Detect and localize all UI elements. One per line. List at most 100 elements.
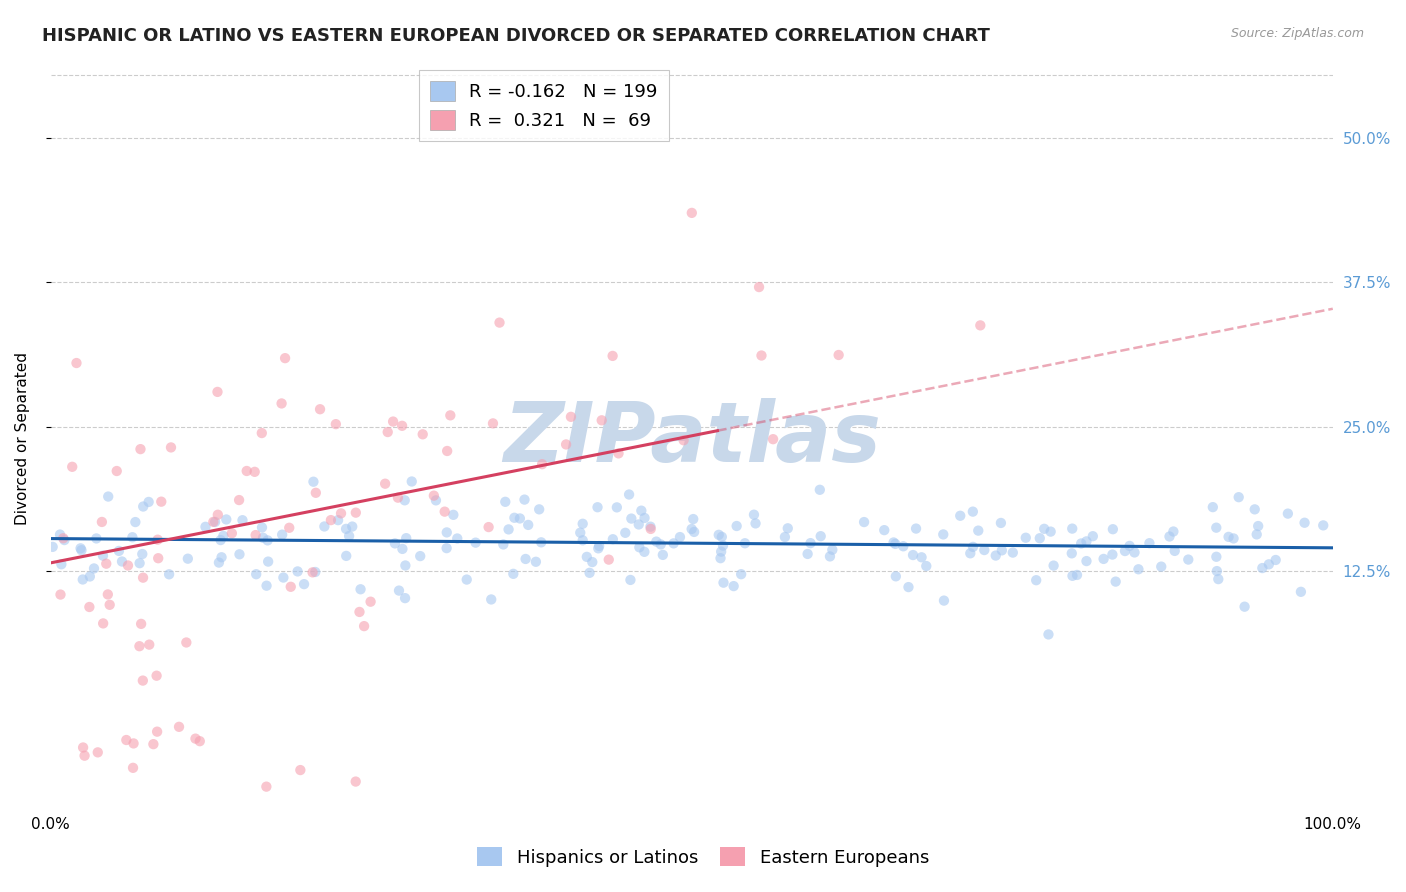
Point [250, 520, 273, 534]
Point [633, 545, 655, 559]
Point [176, 635, 198, 649]
Point [211, 550, 233, 565]
Point [83, 561, 105, 575]
Point [901, 548, 924, 562]
Point [1247, 519, 1270, 533]
Point [1164, 544, 1187, 558]
Point [628, 541, 651, 555]
Point [132, 500, 155, 514]
Point [72, 573, 94, 587]
Point [910, 550, 932, 565]
Point [645, 534, 668, 549]
Point [70, 543, 93, 558]
Point [905, 522, 928, 536]
Point [377, 425, 399, 439]
Point [744, 516, 766, 531]
Point [254, 780, 277, 794]
Point [305, 485, 328, 500]
Point [439, 409, 461, 423]
Point [710, 530, 733, 544]
Point [79, 569, 101, 583]
Point [142, 737, 165, 751]
Point [1222, 532, 1244, 546]
Point [683, 524, 706, 539]
Point [138, 638, 160, 652]
Point [122, 761, 145, 775]
Point [602, 533, 624, 547]
Point [221, 526, 243, 541]
Point [256, 533, 278, 548]
Point [231, 513, 253, 527]
Point [124, 515, 146, 529]
Point [138, 495, 160, 509]
Point [129, 442, 152, 457]
Point [319, 513, 342, 527]
Point [208, 556, 231, 570]
Point [394, 558, 416, 573]
Text: ZIPatlas: ZIPatlas [503, 398, 880, 479]
Point [41, 540, 63, 554]
Point [531, 457, 554, 471]
Point [325, 417, 347, 431]
Point [991, 543, 1014, 558]
Point [72, 740, 94, 755]
Point [1066, 568, 1088, 582]
Point [1062, 569, 1084, 583]
Point [388, 583, 411, 598]
Point [228, 547, 250, 561]
Point [302, 475, 325, 489]
Point [446, 532, 468, 546]
Point [494, 495, 516, 509]
Point [342, 519, 364, 533]
Point [1218, 530, 1240, 544]
Point [619, 573, 641, 587]
Point [53, 533, 76, 547]
Point [810, 529, 832, 543]
Legend: Hispanics or Latinos, Eastern Europeans: Hispanics or Latinos, Eastern Europeans [470, 840, 936, 874]
Point [188, 734, 211, 748]
Point [1312, 518, 1334, 533]
Point [360, 595, 382, 609]
Point [711, 539, 734, 553]
Point [1246, 527, 1268, 541]
Point [883, 535, 905, 549]
Point [1101, 548, 1123, 562]
Point [707, 528, 730, 542]
Point [1150, 559, 1173, 574]
Point [290, 763, 312, 777]
Point [273, 570, 295, 584]
Point [150, 494, 173, 508]
Point [873, 523, 896, 537]
Point [215, 512, 238, 526]
Point [734, 536, 756, 550]
Point [515, 552, 537, 566]
Point [117, 558, 139, 573]
Point [235, 464, 257, 478]
Point [1205, 549, 1227, 564]
Point [122, 736, 145, 750]
Point [682, 512, 704, 526]
Point [1294, 516, 1316, 530]
Point [353, 619, 375, 633]
Point [681, 522, 703, 536]
Point [1163, 524, 1185, 539]
Point [1139, 536, 1161, 550]
Point [762, 432, 785, 446]
Point [105, 464, 128, 478]
Point [530, 535, 553, 549]
Point [569, 525, 592, 540]
Point [204, 515, 226, 529]
Point [1076, 534, 1098, 549]
Point [1092, 552, 1115, 566]
Point [479, 592, 502, 607]
Point [335, 549, 357, 563]
Point [409, 549, 432, 563]
Point [86, 532, 108, 546]
Point [1208, 572, 1230, 586]
Point [131, 547, 153, 561]
Point [1118, 539, 1140, 553]
Point [1039, 524, 1062, 539]
Point [555, 437, 578, 451]
Point [257, 555, 280, 569]
Point [49, 588, 72, 602]
